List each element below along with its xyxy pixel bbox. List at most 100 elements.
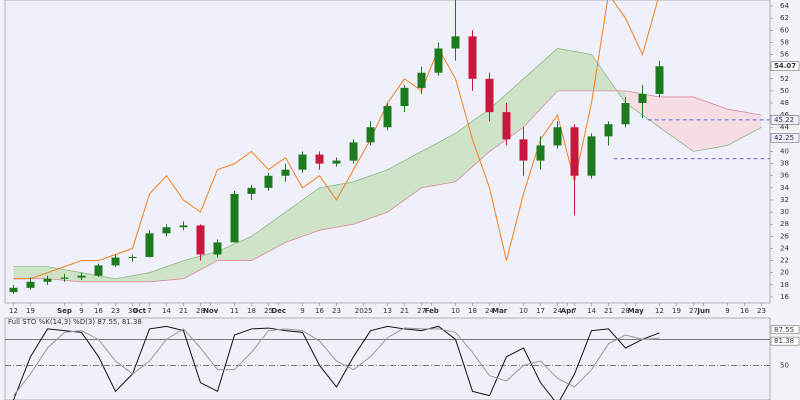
y-tick-label: 50	[780, 361, 789, 369]
value-label: 87.55	[774, 326, 794, 334]
x-tick-label: Dec	[271, 307, 286, 315]
x-tick-label: 19	[26, 307, 35, 315]
price-label: 54.07	[774, 62, 796, 70]
price-label: 42.25	[774, 134, 794, 142]
x-tick-label: 10	[519, 307, 528, 315]
x-tick-label: 21	[604, 307, 613, 315]
y-tick-label: 48	[780, 99, 789, 107]
y-tick-label: 26	[780, 232, 789, 240]
x-tick-label: 9	[725, 307, 729, 315]
candle-body	[383, 106, 392, 128]
cloud-fill	[523, 48, 558, 128]
cloud-line	[13, 48, 762, 280]
x-tick-label: 23	[757, 307, 766, 315]
y-tick-label: 36	[780, 172, 789, 180]
candle-body	[213, 242, 222, 255]
stoch-label: Full STO %K(14,3) %D(3) 87.55, 81.38	[8, 318, 142, 326]
x-tick-label: 19	[672, 307, 681, 315]
x-tick-label: Sep	[57, 307, 72, 315]
x-tick-label: Apr	[561, 307, 575, 315]
cloud-fill	[353, 169, 388, 225]
candle-body	[553, 127, 562, 146]
y-tick-label: 64	[780, 2, 789, 10]
x-tick-label: 27	[417, 307, 426, 315]
x-tick-label: 24	[553, 307, 562, 315]
cloud-fill	[387, 151, 422, 213]
y-tick-label: 58	[780, 38, 789, 46]
cloud-fill	[13, 266, 48, 279]
y-tick-label: 20	[780, 269, 789, 277]
x-tick-label: 17	[536, 307, 545, 315]
candle-body	[519, 139, 528, 161]
cloud-fill	[557, 48, 592, 91]
x-tick-label: 24	[485, 307, 494, 315]
candle-body	[162, 227, 171, 234]
x-tick-label: 9	[79, 307, 83, 315]
candle-body	[247, 187, 256, 194]
candle-body	[298, 154, 307, 170]
y-tick-label: 62	[780, 14, 789, 22]
x-tick-label: 12	[9, 307, 18, 315]
price-label: 45.22	[774, 116, 794, 124]
candle-body	[604, 124, 613, 137]
candle-body	[9, 287, 18, 293]
cloud-fill	[81, 272, 116, 282]
candle-body	[26, 281, 35, 288]
axes: 1618202224262830323436384042444648505254…	[9, 2, 800, 369]
x-tick-label: 18	[468, 307, 477, 315]
y-tick-label: 34	[780, 184, 789, 192]
x-tick-label: 10	[451, 307, 460, 315]
cloud-fill	[319, 181, 354, 231]
candle-body	[570, 127, 579, 176]
x-tick-label: 28	[621, 307, 630, 315]
y-tick-label: 44	[780, 123, 789, 131]
x-tick-label: 11	[230, 307, 239, 315]
cloud-fill	[251, 212, 286, 261]
price-label-box	[770, 133, 800, 143]
candle-body	[111, 257, 120, 266]
y-tick-label: 38	[780, 160, 789, 168]
candle-body	[60, 277, 69, 279]
x-tick-label: 23	[111, 307, 120, 315]
x-tick-label: Jun	[696, 307, 710, 315]
price-plot	[9, 0, 770, 294]
y-tick-label: 60	[780, 26, 789, 34]
x-tick-label: 12	[655, 307, 664, 315]
candle-body	[587, 136, 596, 176]
x-tick-label: 21	[400, 307, 409, 315]
cloud-fill	[217, 236, 252, 261]
value-label: 81.38	[774, 337, 794, 345]
cloud-fill	[149, 260, 184, 282]
value-box	[770, 325, 800, 335]
stoch-line	[13, 327, 660, 396]
x-tick-label: 14	[587, 307, 596, 315]
price-panel	[4, 0, 771, 304]
candle-body	[621, 103, 630, 125]
x-tick-label: Oct	[133, 307, 147, 315]
candle-body	[145, 233, 154, 257]
candle-body	[417, 72, 426, 88]
candle-body	[502, 112, 511, 140]
y-tick-label: 40	[780, 148, 789, 156]
candle-body	[332, 160, 341, 164]
candle-body	[366, 127, 375, 143]
x-tick-label: 9	[300, 307, 304, 315]
x-tick-label: 2025	[355, 307, 373, 315]
stoch-plot	[5, 325, 770, 400]
y-tick-label: 28	[780, 220, 789, 228]
x-tick-label: 16	[740, 307, 749, 315]
x-tick-label: Mar	[492, 307, 508, 315]
candle-body	[264, 175, 273, 188]
candle-body	[434, 48, 443, 73]
x-tick-label: 30	[128, 307, 137, 315]
candle-body	[536, 145, 545, 161]
y-tick-label: 32	[780, 196, 789, 204]
x-tick-label: 25	[264, 307, 273, 315]
candle-body	[349, 142, 358, 161]
cloud-fill	[727, 109, 762, 146]
candle-body	[655, 66, 664, 94]
x-tick-label: 16	[94, 307, 103, 315]
cloud-fill	[455, 109, 490, 182]
